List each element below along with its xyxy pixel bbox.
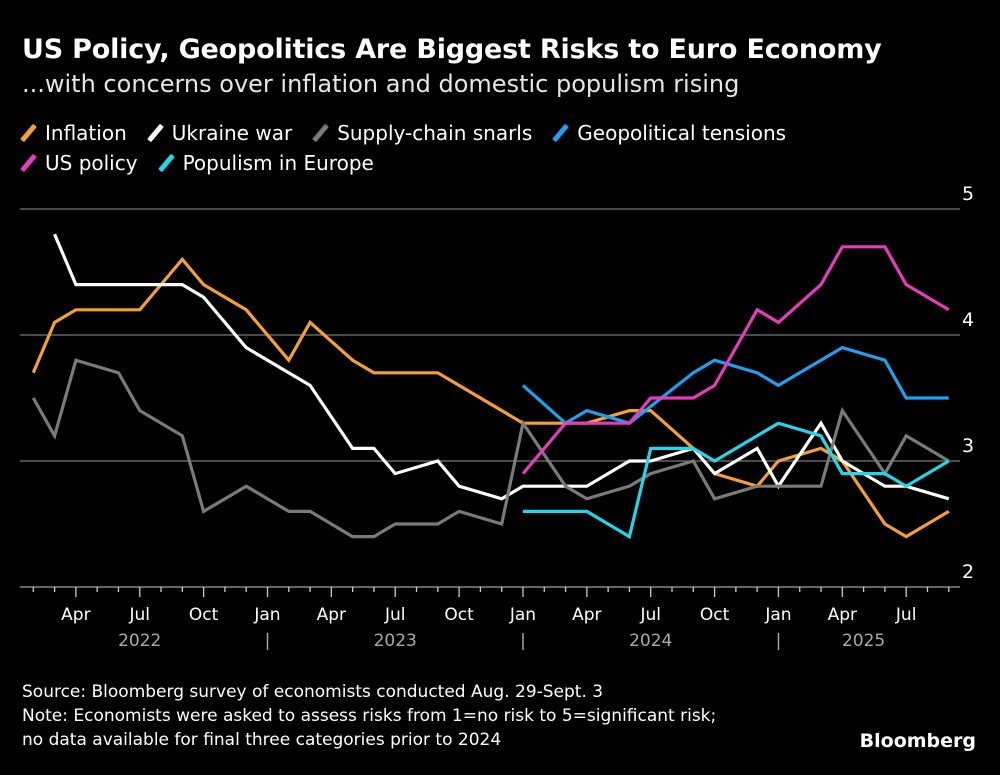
x-tick-label: Oct xyxy=(189,605,219,625)
bloomberg-logo: Bloomberg xyxy=(859,730,976,752)
year-separator: | xyxy=(776,631,782,651)
legend-label: Geopolitical tensions xyxy=(577,121,787,145)
x-tick-label: Jul xyxy=(384,605,406,625)
series-line-geopolitical-tensions xyxy=(521,345,949,426)
x-tick-label: Jul xyxy=(639,605,661,625)
year-separator: | xyxy=(520,631,526,651)
legend-item-inflation: Inflation xyxy=(20,121,127,145)
year-label: 2025 xyxy=(842,631,885,651)
x-tick-label: Apr xyxy=(828,605,857,625)
legend-item-us-policy: US policy xyxy=(20,151,138,175)
footer: Source: Bloomberg survey of economists c… xyxy=(22,680,716,752)
legend-item-populism: Populism in Europe xyxy=(157,151,374,175)
x-tick-label: Jul xyxy=(128,605,150,625)
methodology-note: Note: Economists were asked to assess ri… xyxy=(22,706,717,726)
series-line-populism-in-europe xyxy=(523,421,950,540)
legend-item-ukraine-war: Ukraine war xyxy=(146,121,293,145)
x-tick-label: Oct xyxy=(700,605,730,625)
x-tick-label: Jan xyxy=(253,605,280,625)
x-tick-label: Apr xyxy=(572,605,601,625)
y-tick-label: 3 xyxy=(962,435,974,457)
x-tick-label: Apr xyxy=(61,605,90,625)
source-note: Source: Bloomberg survey of economists c… xyxy=(22,682,604,702)
legend-label: Inflation xyxy=(45,121,127,145)
legend-label: Populism in Europe xyxy=(182,151,374,175)
x-tick-label: Apr xyxy=(317,605,346,625)
legend-item-geopolitical: Geopolitical tensions xyxy=(552,121,787,145)
year-label: 2023 xyxy=(374,631,417,651)
y-tick-label: 2 xyxy=(962,561,974,583)
chart-subtitle: ...with concerns over inflation and dome… xyxy=(22,70,740,98)
series-line-supply-chain-snarls xyxy=(31,358,950,539)
x-tick-label: Jul xyxy=(895,605,917,625)
legend-item-supply-chain: Supply-chain snarls xyxy=(312,121,533,145)
x-tick-label: Jan xyxy=(509,605,536,625)
chart-title: US Policy, Geopolitics Are Biggest Risks… xyxy=(22,34,882,65)
legend-label: US policy xyxy=(45,151,138,175)
data-availability-note: no data available for final three catego… xyxy=(22,730,502,750)
legend: Inflation Ukraine war Supply-chain snarl… xyxy=(20,118,982,178)
series-line-us-policy xyxy=(521,245,950,475)
y-tick-label: 4 xyxy=(962,309,974,331)
legend-label: Ukraine war xyxy=(171,121,293,145)
legend-row-2: US policy Populism in Europe xyxy=(20,148,982,178)
legend-label: Supply-chain snarls xyxy=(337,121,533,145)
x-tick-label: Jan xyxy=(764,605,791,625)
x-tick-label: Oct xyxy=(444,605,474,625)
legend-row-1: Inflation Ukraine war Supply-chain snarl… xyxy=(20,118,982,148)
y-tick-label: 5 xyxy=(962,183,974,205)
year-label: 2024 xyxy=(629,631,672,651)
year-label: 2022 xyxy=(118,631,161,651)
series-line-ukraine-war xyxy=(53,233,950,501)
year-separator: | xyxy=(265,631,271,651)
